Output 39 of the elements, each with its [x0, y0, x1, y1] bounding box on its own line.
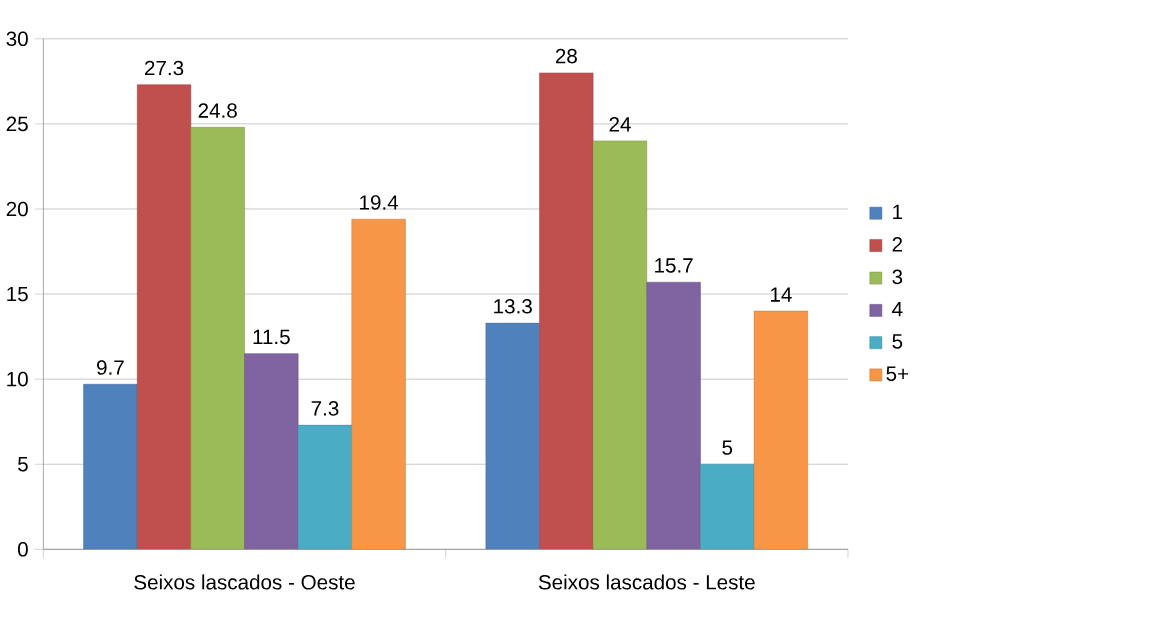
bar [700, 463, 755, 550]
legend-label: 3 [892, 269, 903, 284]
bar [190, 126, 245, 550]
bar [592, 140, 648, 550]
y-tick-label: 5 [18, 456, 28, 472]
y-tick-label: 25 [6, 116, 28, 132]
data-label: 24.8 [198, 103, 237, 118]
y-tick-label: 30 [6, 31, 28, 46]
data-label: 24 [609, 116, 631, 132]
y-tick-label: 20 [6, 201, 28, 217]
legend-label: 2 [892, 236, 903, 252]
legend-label: 5+ [886, 366, 909, 381]
legend-label: 1 [893, 204, 903, 219]
bar [351, 218, 406, 550]
bar [646, 281, 701, 550]
data-label: 11.5 [253, 329, 290, 345]
x-tick-label: Seixos lascados - Oeste [134, 574, 355, 590]
bar [136, 84, 192, 550]
bar [83, 383, 138, 550]
data-label: 19.4 [360, 194, 399, 210]
bar [244, 353, 299, 550]
y-tick-label: 15 [7, 286, 28, 302]
data-label: 27.3 [145, 60, 184, 76]
legend-label: 4 [892, 301, 903, 317]
data-label: 7.3 [311, 400, 339, 416]
data-label: 5 [722, 440, 733, 455]
bar [753, 310, 808, 550]
y-tick-label: 10 [7, 371, 28, 387]
legend-label: 5 [892, 334, 903, 349]
x-tick-label: Seixos lascados - Leste [538, 574, 755, 590]
data-label: 14 [771, 287, 792, 302]
data-label: 9.7 [97, 360, 124, 375]
bar [539, 72, 594, 550]
bar [485, 322, 540, 550]
data-label: 15.7 [655, 258, 693, 273]
bar [297, 424, 353, 550]
y-tick-label: 0 [18, 541, 28, 557]
data-label: 28 [555, 48, 577, 64]
data-label: 13.3 [494, 298, 532, 314]
